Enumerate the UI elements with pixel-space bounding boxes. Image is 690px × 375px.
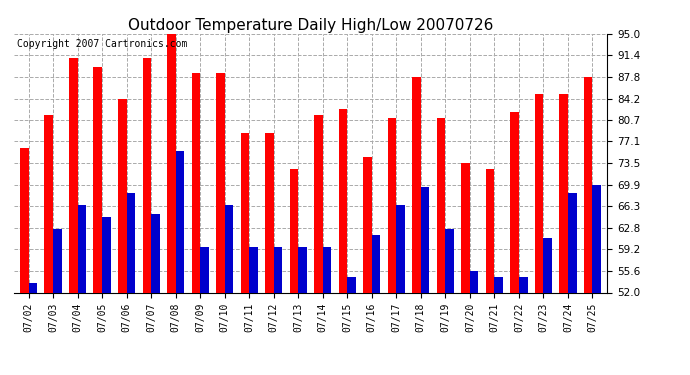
Bar [44, 115, 53, 292]
Bar [314, 115, 323, 292]
Bar [176, 151, 184, 292]
Bar [28, 284, 37, 292]
Bar [93, 67, 102, 292]
Title: Outdoor Temperature Daily High/Low 20070726: Outdoor Temperature Daily High/Low 20070… [128, 18, 493, 33]
Bar [584, 77, 593, 292]
Bar [396, 205, 405, 292]
Bar [20, 148, 28, 292]
Bar [560, 94, 568, 292]
Bar [143, 58, 151, 292]
Bar [544, 238, 552, 292]
Bar [445, 230, 454, 292]
Bar [363, 157, 372, 292]
Bar [274, 248, 282, 292]
Text: Copyright 2007 Cartronics.com: Copyright 2007 Cartronics.com [17, 39, 187, 49]
Bar [421, 187, 429, 292]
Bar [593, 185, 601, 292]
Bar [53, 230, 61, 292]
Bar [192, 73, 200, 292]
Bar [290, 169, 298, 292]
Bar [519, 278, 528, 292]
Bar [511, 112, 519, 292]
Bar [486, 169, 495, 292]
Bar [77, 205, 86, 292]
Bar [437, 118, 445, 292]
Bar [412, 77, 421, 292]
Bar [470, 272, 478, 292]
Bar [495, 278, 503, 292]
Bar [102, 217, 110, 292]
Bar [69, 58, 77, 292]
Bar [265, 133, 274, 292]
Bar [535, 94, 544, 292]
Bar [298, 248, 307, 292]
Bar [372, 236, 380, 292]
Bar [241, 133, 249, 292]
Bar [249, 248, 258, 292]
Bar [225, 205, 233, 292]
Bar [167, 34, 176, 292]
Bar [323, 248, 331, 292]
Bar [462, 163, 470, 292]
Bar [151, 214, 159, 292]
Bar [568, 193, 577, 292]
Bar [118, 99, 126, 292]
Bar [388, 118, 396, 292]
Bar [216, 73, 225, 292]
Bar [339, 109, 347, 292]
Bar [347, 278, 356, 292]
Bar [200, 248, 209, 292]
Bar [126, 193, 135, 292]
